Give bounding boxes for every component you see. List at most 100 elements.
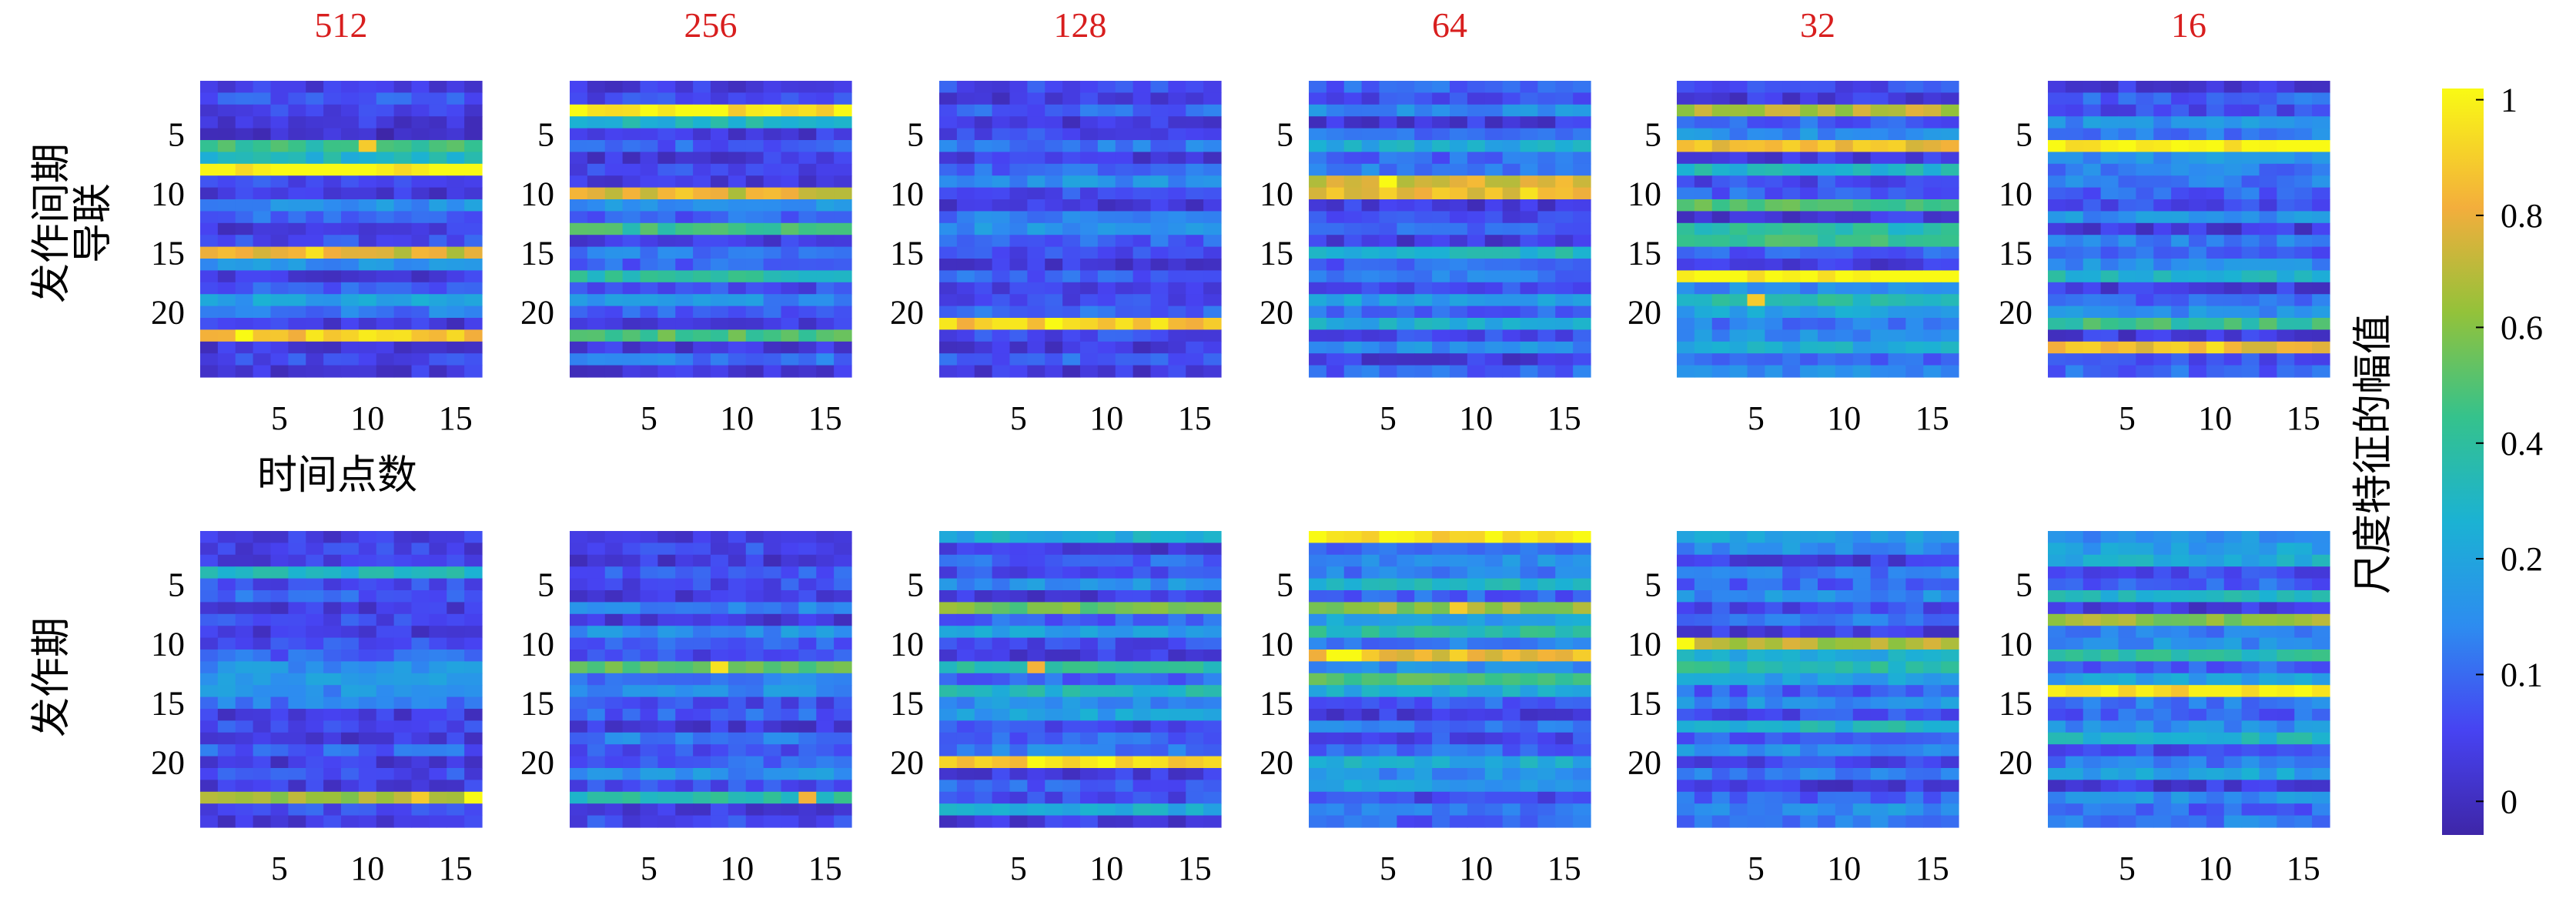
heatmap-cell xyxy=(816,613,835,626)
heatmap-cell xyxy=(447,602,465,615)
heatmap-cell xyxy=(2100,175,2119,189)
heatmap-cell xyxy=(235,152,254,165)
heatmap-cell xyxy=(1905,211,1924,224)
heatmap-cell xyxy=(1888,637,1906,650)
heatmap-cell xyxy=(1450,104,1468,117)
heatmap-cell xyxy=(763,175,782,189)
heatmap-cell xyxy=(1835,175,1854,189)
heatmap-cell xyxy=(2048,780,2066,793)
heatmap-cell xyxy=(675,282,694,295)
x-tick-label: 5 xyxy=(641,399,657,437)
heatmap-cell xyxy=(2277,673,2295,686)
heatmap-cell xyxy=(253,554,272,567)
heatmap-cell xyxy=(1150,626,1169,639)
heatmap-cell xyxy=(657,578,676,591)
heatmap-cell xyxy=(1361,650,1380,662)
heatmap-cell xyxy=(1009,590,1028,603)
heatmap-cell xyxy=(306,720,324,733)
heatmap-cell xyxy=(1818,626,1836,639)
heatmap-cell xyxy=(288,661,306,674)
heatmap-cell xyxy=(1414,199,1433,212)
heatmap-cell xyxy=(1870,353,1889,366)
heatmap-cell xyxy=(253,282,272,295)
heatmap-cell xyxy=(1677,626,1695,639)
heatmap-cell xyxy=(1080,650,1099,662)
heatmap-cell xyxy=(974,92,993,105)
heatmap-cell xyxy=(429,673,447,686)
heatmap-cell xyxy=(1852,661,1872,674)
heatmap-cell xyxy=(2083,270,2102,283)
heatmap-cell xyxy=(1484,815,1504,828)
heatmap-cell xyxy=(464,163,483,176)
heatmap-cell xyxy=(816,152,835,165)
heatmap-cell xyxy=(2153,306,2172,319)
heatmap-cell xyxy=(2223,602,2243,615)
heatmap-cell xyxy=(1450,128,1468,141)
heatmap-cell xyxy=(1414,543,1433,556)
heatmap-cell xyxy=(200,744,219,757)
heatmap-cell xyxy=(1694,128,1713,141)
heatmap-cell xyxy=(1379,259,1397,271)
heatmap-cell xyxy=(306,566,324,579)
heatmap-cell xyxy=(306,768,324,780)
heatmap-cell xyxy=(1450,140,1468,152)
heatmap-cell xyxy=(1150,152,1169,165)
heatmap-cell xyxy=(1414,329,1433,342)
heatmap-cell xyxy=(1484,92,1504,105)
heatmap-cell xyxy=(1150,270,1169,283)
heatmap-cell xyxy=(798,329,817,342)
heatmap-cell xyxy=(992,791,1011,804)
heatmap-cell xyxy=(1309,259,1327,271)
heatmap-cell xyxy=(1520,329,1538,342)
heatmap-cell xyxy=(2136,815,2154,828)
heatmap-cell xyxy=(1747,637,1765,650)
heatmap-cell xyxy=(341,613,360,626)
heatmap-cell xyxy=(1132,163,1152,176)
heatmap-cell xyxy=(1747,685,1765,698)
heatmap-cell xyxy=(2223,187,2243,200)
heatmap-cell xyxy=(2189,531,2207,543)
heatmap-cell xyxy=(1379,578,1397,591)
heatmap-cell xyxy=(200,554,219,567)
heatmap-cell xyxy=(640,803,658,816)
heatmap-cell xyxy=(956,626,975,639)
heatmap-cell xyxy=(411,720,430,733)
heatmap-cell xyxy=(1309,720,1327,733)
heatmap-cell xyxy=(1765,720,1783,733)
heatmap-cell xyxy=(2241,282,2260,295)
heatmap-cell xyxy=(622,637,641,650)
heatmap-cell xyxy=(1729,696,1748,710)
heatmap-cell xyxy=(1573,768,1591,780)
heatmap-cell xyxy=(1852,140,1872,152)
heatmap-cell xyxy=(429,803,447,816)
x-tick-label: 15 xyxy=(1547,399,1581,437)
heatmap-cell xyxy=(640,365,658,378)
heatmap-cell xyxy=(622,116,641,129)
heatmap-cell xyxy=(1361,306,1380,319)
heatmap-cell xyxy=(1150,163,1169,176)
heatmap-cell xyxy=(1397,732,1415,745)
heatmap-cell xyxy=(2189,720,2207,733)
heatmap-cell xyxy=(1502,235,1521,248)
heatmap-cell xyxy=(1045,673,1063,686)
heatmap-cell xyxy=(306,554,324,567)
heatmap-cell xyxy=(657,815,676,828)
heatmap-cell xyxy=(1186,270,1204,283)
heatmap-cell xyxy=(1537,282,1556,295)
heatmap-cell xyxy=(1870,211,1889,224)
heatmap-cell xyxy=(1309,709,1327,721)
heatmap-cell xyxy=(1432,780,1450,793)
heatmap-cell xyxy=(1765,626,1783,639)
heatmap-cell xyxy=(1782,329,1801,342)
heatmap-cell xyxy=(675,140,694,152)
heatmap-cell xyxy=(1132,554,1152,567)
heatmap-cell xyxy=(781,780,799,793)
heatmap-cell xyxy=(253,803,272,816)
heatmap-cell xyxy=(2312,590,2330,603)
heatmap-cell xyxy=(1168,768,1186,780)
y-tick-label: 5 xyxy=(1644,566,1661,603)
heatmap-cell xyxy=(1467,602,1486,615)
heatmap-cell xyxy=(587,791,606,804)
heatmap-cell xyxy=(341,199,360,212)
heatmap-cell xyxy=(1379,780,1397,793)
